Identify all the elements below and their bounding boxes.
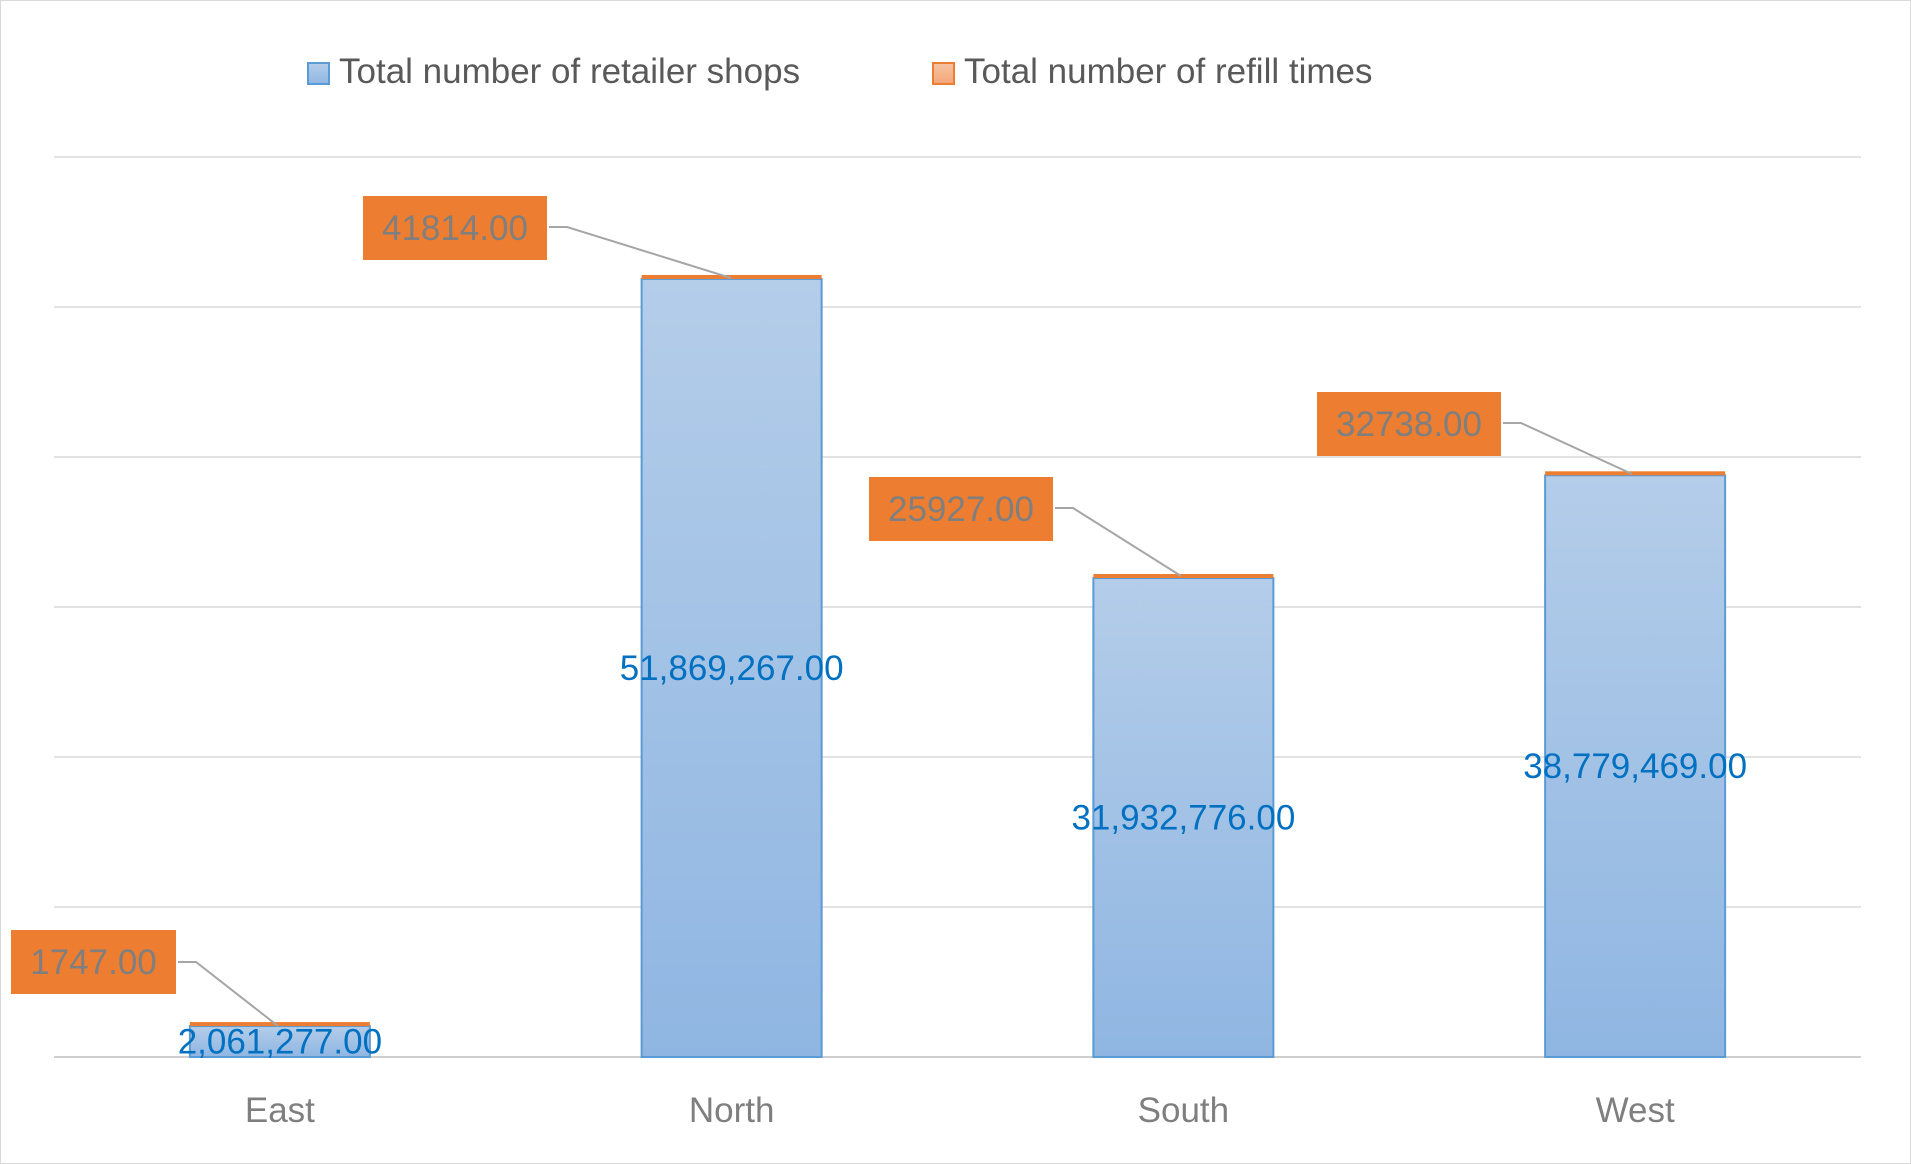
- legend-swatch: [307, 62, 330, 85]
- callout-leader-line: [178, 961, 279, 1027]
- data-labels: 2,061,277.00 1747.00 51,869,267.00 41814.00…: [11, 196, 1747, 1062]
- bar-refill-times-east: [189, 1022, 370, 1027]
- legend-swatch: [932, 62, 955, 85]
- x-tick-label-north: North: [689, 1091, 775, 1130]
- bars: [188, 274, 1727, 1058]
- x-axis: East North South West: [245, 1091, 1675, 1130]
- bar-retailer-shops-east: [188, 1025, 371, 1058]
- legend: Total number of retailer shops Total numb…: [307, 52, 1372, 91]
- callout-leader-line: [1503, 422, 1633, 475]
- bar-retailer-shops-south: [1092, 577, 1275, 1058]
- legend-item-refill-times: Total number of refill times: [932, 52, 1372, 91]
- callout-refill-times-south: 25927.00: [869, 477, 1182, 577]
- callout-box: [869, 477, 1053, 541]
- data-label-retailer-shops-north: 51,869,267.00: [620, 649, 844, 688]
- callout-leader-line: [1055, 507, 1182, 577]
- gridlines: [54, 156, 1861, 1058]
- legend-label: Total number of retailer shops: [339, 52, 800, 91]
- bar-refill-times-west: [1545, 471, 1726, 476]
- data-label-refill-times-west: 32738.00: [1336, 405, 1482, 444]
- data-label-refill-times-north: 41814.00: [382, 209, 528, 248]
- data-label-retailer-shops-west: 38,779,469.00: [1523, 747, 1747, 786]
- bar-retailer-shops-west: [1544, 474, 1727, 1058]
- bar-refill-times-north: [641, 274, 822, 279]
- callout-leader-line: [549, 226, 732, 279]
- callout-box: [11, 930, 176, 994]
- callout-box: [363, 196, 547, 260]
- callout-refill-times-east: 1747.00: [11, 930, 279, 1027]
- data-label-refill-times-east: 1747.00: [30, 943, 157, 982]
- x-tick-label-west: West: [1596, 1091, 1675, 1130]
- data-label-retailer-shops-south: 31,932,776.00: [1071, 799, 1295, 838]
- callout-refill-times-west: 32738.00: [1317, 392, 1633, 475]
- legend-label: Total number of refill times: [964, 52, 1372, 91]
- x-tick-label-east: East: [245, 1091, 315, 1130]
- callout-box: [1317, 392, 1501, 456]
- bar-refill-times-south: [1093, 574, 1274, 579]
- legend-item-retailer-shops: Total number of retailer shops: [307, 52, 800, 91]
- x-tick-label-south: South: [1138, 1091, 1229, 1130]
- data-label-retailer-shops-east: 2,061,277.00: [178, 1023, 382, 1062]
- callout-refill-times-north: 41814.00: [363, 196, 732, 279]
- data-label-refill-times-south: 25927.00: [888, 490, 1034, 529]
- bar-retailer-shops-north: [640, 277, 823, 1058]
